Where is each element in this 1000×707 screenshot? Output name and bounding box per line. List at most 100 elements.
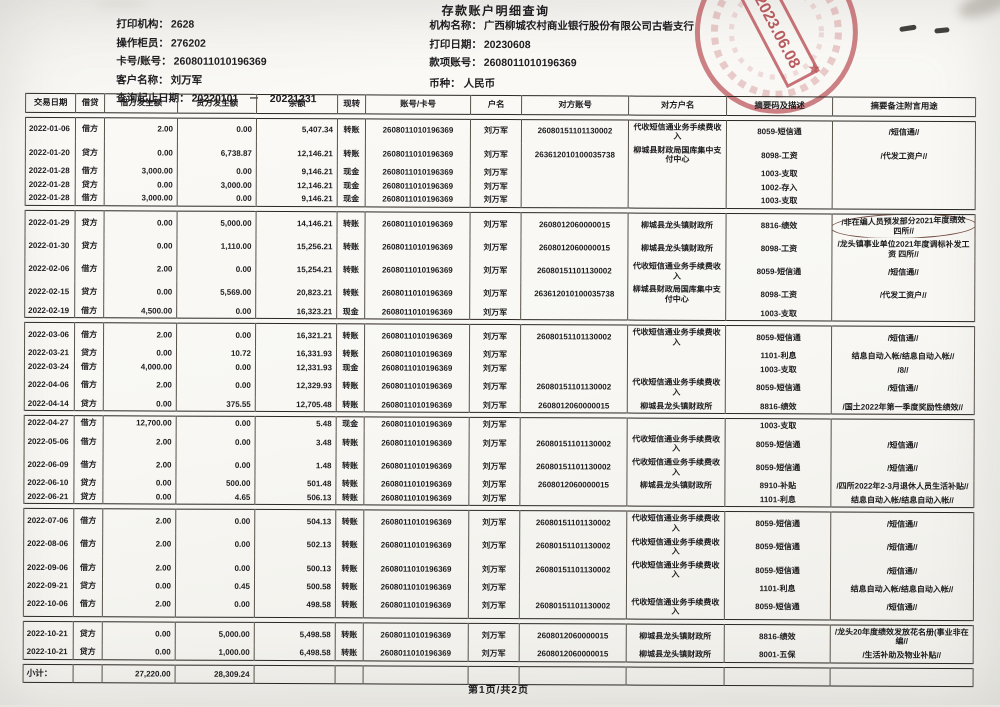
col-header-account-no: 账号/卡号: [366, 95, 471, 114]
pen-mark: [899, 25, 916, 32]
field-value: 276202: [171, 37, 206, 49]
cell-summary-code: 1003-支取: [726, 167, 832, 181]
cell-counter-account: 26080151101130002: [521, 119, 628, 143]
cell-credit-amount: 375.55: [176, 397, 255, 411]
cell-remark: /短信通//: [830, 559, 973, 583]
cell-counter-account: [521, 306, 628, 321]
field-label: 打印机构：: [116, 18, 169, 30]
cell-summary-code: 8816-绩效: [726, 213, 832, 237]
cell-account-no: 2608011010196369: [364, 431, 469, 455]
cell-date: 2022-03-21: [24, 346, 74, 360]
cell-cash-transfer: 转账: [335, 646, 363, 660]
cell-counter-name: [628, 180, 726, 194]
cell-debit-amount: 0.00: [103, 347, 176, 361]
cell-account-name: 刘万军: [470, 236, 521, 259]
cell-summary-code: 8001-五保: [724, 648, 830, 663]
cell-account-name: 刘万军: [469, 534, 520, 557]
cell-credit-amount: 5,000.00: [175, 622, 254, 646]
cell-account-name: 刘万军: [470, 259, 521, 282]
cell-credit-amount: 10.72: [176, 347, 255, 361]
cell-cash-transfer: 转账: [336, 534, 364, 557]
cell-account-name: 刘万军: [469, 455, 520, 478]
cell-remark: /非在编人员预发部分2021年度绩效 四所//: [832, 214, 975, 238]
cell-counter-name: 代收短信通业务手续费收入: [626, 595, 724, 619]
cell-summary-code: 1101-利息: [725, 349, 831, 363]
cell-cash-transfer: 现金: [337, 165, 365, 179]
cell-debit-credit: 借方: [74, 374, 103, 397]
cell-account-no: 2608011010196369: [363, 594, 468, 618]
cell-debit-amount: 3,000.00: [104, 191, 177, 205]
cell-date: 2022-02-19: [25, 303, 75, 317]
cell-remark: /短信通//: [831, 377, 974, 401]
cell-date: 2022-09-06: [24, 556, 74, 579]
cell-credit-amount: 500.00: [176, 477, 255, 491]
cell-counter-account: 2608012060000015: [520, 399, 627, 414]
col-header-counter-account: 对方账号: [522, 96, 629, 115]
cell-debit-credit: 贷方: [75, 234, 104, 257]
field-value: 2608011010196369: [484, 57, 577, 69]
cell-summary-code: 8059-短信通: [725, 536, 831, 560]
cell-remark: /代发工资户//: [832, 144, 975, 168]
cell-counter-account: [520, 492, 627, 507]
cell-remark: 结息自动入帐/结息自动入帐//: [831, 350, 974, 364]
cell-debit-amount: 0.00: [103, 397, 176, 411]
cell-counter-account: 26080151101130002: [521, 325, 628, 349]
header-field: 机构名称：广西柳城农村商业银行股份有限公司古砦支行: [429, 18, 694, 34]
cell-debit-credit: 借方: [74, 509, 103, 533]
cell-balance: 9,146.21: [256, 192, 337, 206]
cell-debit-amount: 2.00: [104, 323, 177, 347]
cell-debit-amount: 0.00: [103, 476, 176, 490]
cell-account-no: 2608011010196369: [365, 179, 470, 193]
cell-counter-account: 26080151101130002: [520, 558, 627, 582]
cell-summary-code: 8816-绩效: [724, 624, 830, 648]
cell-counter-account: 2608012060000015: [520, 478, 627, 492]
cell-account-name: 刘万军: [469, 418, 520, 432]
cell-debit-amount: 0.00: [104, 234, 177, 258]
cell-balance: 500.58: [254, 580, 335, 594]
cell-account-name: 刘万军: [469, 348, 520, 362]
cell-credit-amount: 0.45: [175, 580, 254, 594]
cell-counter-name: [627, 492, 725, 507]
cell-cash-transfer: 现金: [337, 305, 365, 319]
cell-summary-code: 8059-短信通: [725, 376, 831, 400]
cell-date: 2022-03-24: [24, 360, 74, 374]
cell-debit-credit: 贷方: [74, 397, 103, 411]
cell-debit-amount: 2.00: [103, 556, 176, 580]
cell-credit-amount: 0.00: [177, 118, 256, 142]
cell-counter-account: 263612010100035738: [521, 282, 628, 306]
cell-debit-credit: 借方: [75, 191, 104, 205]
cell-cash-transfer: 转账: [336, 478, 364, 492]
cell-summary-code: 1101-利息: [725, 493, 831, 508]
cell-cash-transfer: 转账: [336, 348, 364, 362]
cell-date: 2022-10-21: [23, 621, 73, 645]
cell-credit-amount: 0.00: [177, 304, 256, 318]
cell-credit-amount: 0.00: [175, 593, 254, 617]
cell-summary-code: 8816-绩效: [725, 400, 831, 415]
cell-date: 2022-06-10: [24, 476, 74, 490]
cell-balance: 12,331.93: [255, 361, 336, 375]
field-label: 客户名称：: [116, 74, 169, 86]
cell-counter-account: 26080151101130002: [519, 595, 626, 619]
cell-counter-account: 26080151101130002: [520, 455, 627, 479]
cell-summary-code: 8059-短信通: [726, 120, 832, 144]
cell-counter-account: 26080151101130002: [520, 535, 627, 559]
header-field: 卡号/账号：2608011010196369: [116, 54, 317, 70]
cell-counter-name: [627, 362, 725, 376]
cell-debit-credit: 借方: [75, 164, 104, 178]
col-header-debit-credit: 借贷: [76, 94, 105, 113]
cell-credit-amount: 0.00: [176, 430, 255, 454]
cell-debit-amount: 0.00: [104, 211, 177, 235]
field-label: 机构名称：: [429, 20, 482, 32]
cell-remark: /短信通//: [832, 261, 975, 285]
cell-counter-name: 柳城县龙头镇财政所: [626, 624, 724, 648]
cell-cash-transfer: 转账: [337, 118, 365, 142]
cell-balance: 5.48: [255, 417, 336, 431]
col-header-balance: 余额: [257, 94, 338, 113]
field-label: 打印日期：: [429, 38, 482, 50]
cell-debit-amount: 0.00: [103, 490, 176, 504]
cell-account-no: 2608011010196369: [365, 282, 470, 306]
field-value: 20230608: [484, 39, 531, 51]
